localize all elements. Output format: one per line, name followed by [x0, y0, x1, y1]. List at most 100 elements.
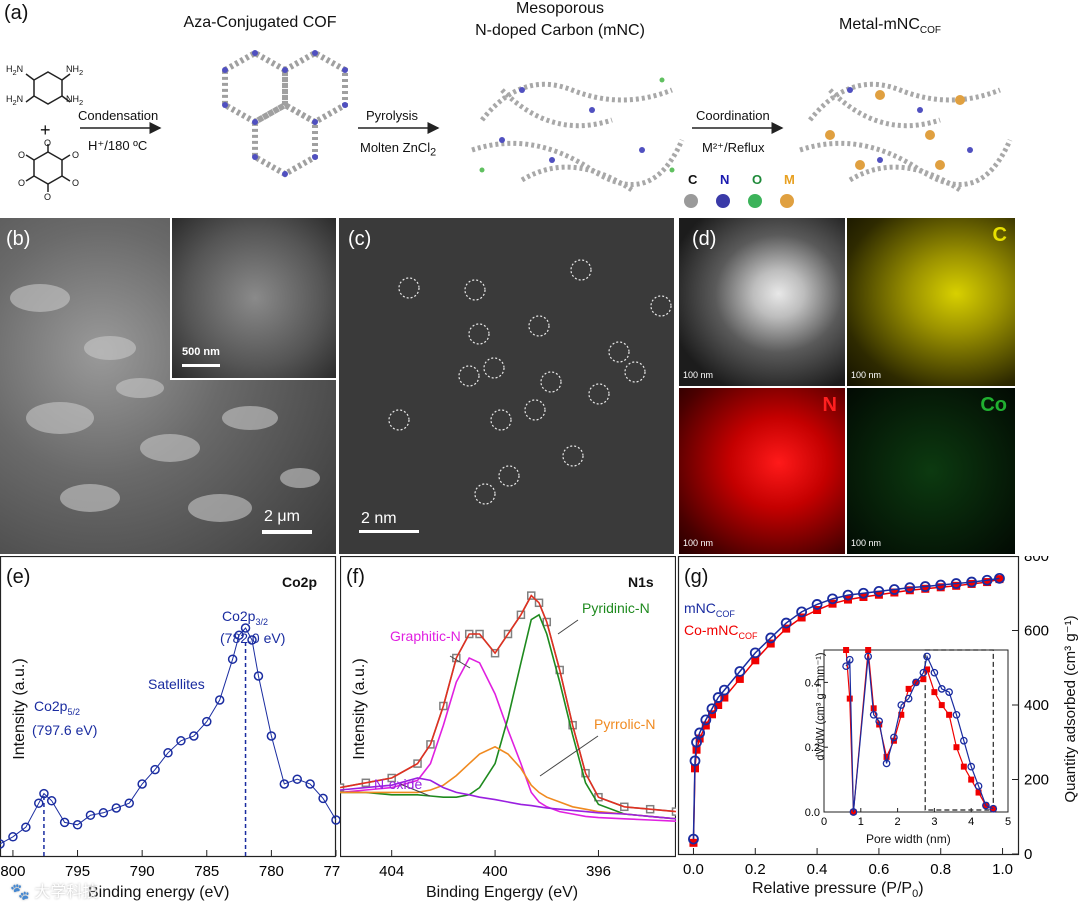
chart-g-point-mnc [734, 666, 746, 677]
chart-g-point-mnc [796, 606, 808, 618]
chart-f-series-pyridinic-n [340, 613, 676, 820]
chart-e-point [331, 815, 340, 825]
inset-point-mnc [842, 662, 850, 671]
chart-f-xtick-label-0: 404 [379, 863, 404, 880]
plus-sign: + [40, 120, 51, 140]
scheme-title-mnc-line2: N-doped Carbon (mNC) [475, 22, 645, 39]
chart-g-point-mnc [842, 589, 854, 601]
chart-f-pointer-graphitic [449, 655, 471, 669]
tem-scale-label: 2 nm [361, 510, 397, 527]
chart-g-point-mnc [950, 578, 962, 589]
inset-ytick-label-2: 0.4 [805, 677, 820, 689]
inset-point-co-mnc [898, 711, 905, 718]
panel-f-label: (f) [346, 566, 365, 588]
inset-point-co-mnc [975, 789, 982, 796]
chart-g-xtick-label-4: 0.8 [930, 861, 951, 878]
chart-e-ylabel: Intensity (a.u.) [11, 658, 28, 760]
chart-e-xtick-label-2: 790 [130, 863, 155, 880]
inset-point-co-mnc [883, 753, 890, 760]
legend-co-mnc: Co-mNCCOF [684, 622, 758, 641]
step2-bottom: Molten ZnCl2 [360, 140, 437, 159]
nh2-label-4: NH2 [66, 94, 84, 107]
chart-e-point [85, 810, 96, 820]
chart-g-point-co-mnc [905, 586, 914, 595]
chart-e-point [247, 635, 257, 645]
chart-g-point-mnc [712, 692, 724, 703]
co2p32-label: Co2p3/2 [222, 608, 268, 627]
chart-g-point-co-mnc [720, 693, 729, 702]
legend-m-ball [780, 194, 794, 208]
chart-e-point [318, 793, 328, 804]
chart-g-point-co-mnc [921, 584, 930, 593]
inset-point-co-mnc [924, 666, 931, 673]
inset-point-mnc [864, 652, 873, 661]
chart-g-point-co-mnc [967, 579, 976, 588]
chart-g-point-mnc [694, 727, 706, 739]
chart-f-pointer-pyrrolic [539, 735, 599, 777]
watermark: 🐾 大学科技 [10, 884, 99, 901]
chart-f-series-graphitic-n [340, 656, 676, 822]
legend-n-label: N [720, 172, 730, 187]
chart-g-point-mnc [994, 572, 1005, 584]
chart-e-point [137, 779, 147, 789]
chart-g-point-mnc [858, 587, 869, 599]
chart-e-point [8, 832, 18, 842]
chart-e-point [59, 817, 70, 828]
chart-f-pointer-pyridinic [557, 619, 579, 635]
chart-g-point-mnc [966, 576, 978, 588]
chart-g-ylabel: Quantity adsorbed (cm³ g⁻¹) [1062, 615, 1079, 803]
inset-point-co-mnc [905, 685, 912, 692]
inset-point-mnc [974, 782, 983, 790]
tem-scalebar [359, 530, 419, 533]
scheme-title-mnc-line1: Mesoporous [515, 0, 605, 17]
inset-point-mnc [875, 717, 884, 726]
o-label-3: O [18, 150, 26, 160]
mnc-structure [471, 77, 685, 193]
inset-point-mnc [930, 668, 939, 677]
sem-inset-scale-label: 500 nm [182, 346, 220, 358]
inset-point-co-mnc [931, 689, 938, 696]
chart-g-xtick-label-0: 0.0 [683, 861, 704, 878]
chart-g-point-mnc [873, 585, 885, 597]
chart-g-point-mnc [827, 593, 838, 605]
legend-c-text: C [688, 172, 698, 187]
chart-f-pointer-noxide [399, 783, 431, 797]
chart-e-point [240, 623, 251, 633]
chart-e-point [202, 716, 212, 727]
inset-point-mnc [919, 668, 928, 677]
chart-e-xlabel: Binding energy (eV) [88, 884, 230, 901]
chart-g-point-mnc [749, 647, 761, 659]
chart-f-ylabel: Intensity (a.u.) [351, 658, 368, 760]
chart-g-point-co-mnc [797, 613, 806, 622]
inset-xtick-label-5: 5 [1005, 816, 1011, 828]
chart-g-xtick-label-5: 1.0 [992, 861, 1013, 878]
inset-line-mnc [845, 654, 994, 813]
inset-point-mnc [989, 804, 998, 813]
haadf-scale-label: 100 nm [683, 370, 714, 380]
chart-e-xtick-label-5: 775 [323, 863, 340, 880]
chart-e-point [21, 822, 31, 832]
chart-g-point-mnc [935, 579, 947, 591]
chart-g-point-mnc [689, 755, 701, 767]
inset-point-mnc [952, 710, 961, 719]
chart-g-point-mnc [981, 574, 993, 586]
sem-texture [10, 284, 320, 522]
chart-e-point [111, 803, 122, 813]
chart-e-xtick-label-4: 780 [259, 863, 284, 880]
inset-xtick-label-2: 2 [895, 816, 901, 828]
chart-g-point-co-mnc [735, 674, 744, 683]
chart-g-point-co-mnc [952, 581, 961, 590]
chart-e-point [279, 779, 290, 789]
chart-f-xtick-label-1: 400 [483, 863, 508, 880]
legend-m-label: M [784, 172, 795, 187]
chart-g-xtick-label-1: 0.2 [745, 861, 766, 878]
chart-g-point-mnc [700, 714, 712, 726]
inset-dashed-box [924, 649, 994, 811]
eds-map-c-label: C [992, 224, 1007, 246]
chart-e-point [227, 654, 238, 664]
tem-image: 2 nm [339, 218, 674, 554]
chart-g-ytick-label-4: 800 [1024, 556, 1049, 565]
eds-map-c-scale: 100 nm [851, 370, 882, 380]
pyridinic-n-label: Pyridinic-N [582, 600, 650, 616]
chart-g-point-co-mnc [890, 588, 899, 597]
